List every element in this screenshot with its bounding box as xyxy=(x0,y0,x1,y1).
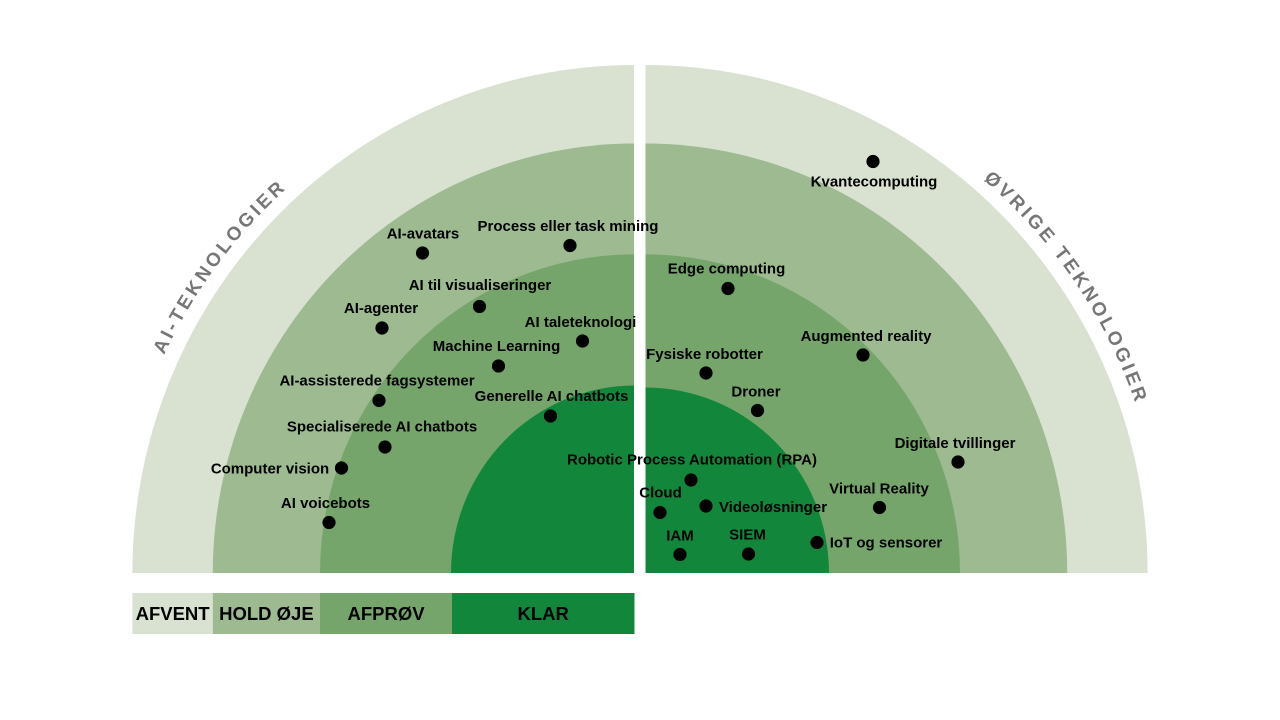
svg-text:Kvantecomputing: Kvantecomputing xyxy=(811,173,938,190)
svg-text:AI voicebots: AI voicebots xyxy=(281,495,370,512)
svg-text:Process eller task mining: Process eller task mining xyxy=(478,218,659,235)
svg-text:Machine Learning: Machine Learning xyxy=(433,338,561,355)
svg-text:SIEM: SIEM xyxy=(729,526,766,543)
svg-text:Generelle AI chatbots: Generelle AI chatbots xyxy=(475,388,629,405)
svg-text:Droner: Droner xyxy=(731,383,780,400)
svg-text:Computer vision: Computer vision xyxy=(211,460,329,477)
svg-text:Virtual Reality: Virtual Reality xyxy=(829,480,929,497)
svg-text:AI-agenter: AI-agenter xyxy=(344,300,418,317)
svg-text:Cloud: Cloud xyxy=(639,484,682,501)
svg-text:HOLD ØJE: HOLD ØJE xyxy=(219,603,314,624)
svg-text:AI-avatars: AI-avatars xyxy=(387,225,460,242)
svg-text:IoT og sensorer: IoT og sensorer xyxy=(830,534,943,551)
svg-text:Robotic Process Automation (RP: Robotic Process Automation (RPA) xyxy=(567,451,817,468)
svg-text:Fysiske robotter: Fysiske robotter xyxy=(646,346,763,363)
svg-text:Specialiserede AI chatbots: Specialiserede AI chatbots xyxy=(287,418,477,435)
svg-text:Videoløsninger: Videoløsninger xyxy=(719,499,827,516)
svg-text:KLAR: KLAR xyxy=(518,603,569,624)
svg-text:AI taleteknologi: AI taleteknologi xyxy=(525,314,637,331)
svg-text:AFPRØV: AFPRØV xyxy=(347,603,425,624)
svg-text:Edge computing: Edge computing xyxy=(668,260,786,277)
svg-text:IAM: IAM xyxy=(666,527,694,544)
svg-text:AI til visualiseringer: AI til visualiseringer xyxy=(409,277,552,294)
svg-text:AFVENT: AFVENT xyxy=(136,603,211,624)
svg-text:Augmented reality: Augmented reality xyxy=(801,328,933,345)
svg-text:AI-assisterede fagsystemer: AI-assisterede fagsystemer xyxy=(279,372,474,389)
svg-text:Digitale tvillinger: Digitale tvillinger xyxy=(895,435,1016,452)
